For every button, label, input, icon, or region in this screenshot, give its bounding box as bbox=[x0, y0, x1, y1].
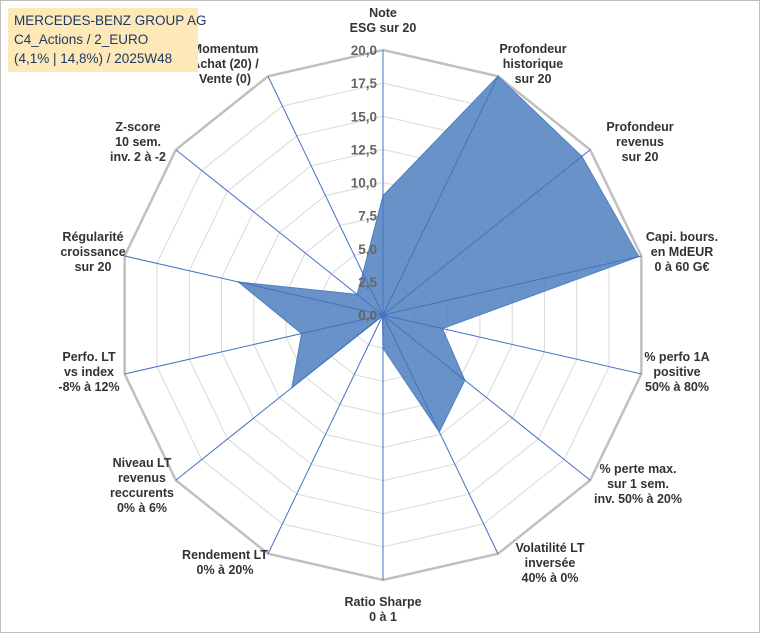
axis-label: Profondeur revenus sur 20 bbox=[606, 120, 673, 164]
axis-label: Ratio Sharpe 0 à 1 bbox=[344, 595, 421, 624]
tick-label: 15,0 bbox=[351, 109, 377, 124]
axis-label: % perfo 1A positive 50% à 80% bbox=[644, 350, 709, 394]
radial-tick-labels: 0,0 2,5 5,0 7,5 10,0 12,5 15,0 17,5 20,0 bbox=[351, 43, 378, 323]
axis-spoke bbox=[267, 314, 384, 554]
axis-label: Régularité croissance sur 20 bbox=[60, 230, 125, 274]
tick-label: 20,0 bbox=[351, 43, 377, 58]
axis-label: Rendement LT 0% à 20% bbox=[182, 548, 268, 577]
tick-label: 5,0 bbox=[358, 242, 377, 257]
axis-label: Note ESG sur 20 bbox=[350, 6, 417, 35]
tick-label: 10,0 bbox=[351, 176, 377, 191]
axis-spoke bbox=[267, 76, 384, 316]
axis-spoke bbox=[382, 314, 499, 554]
axis-spoke bbox=[124, 314, 384, 375]
chart-subtitle-category: C4_Actions / 2_EURO bbox=[14, 32, 149, 47]
chart-subtitle-stats: (4,1% | 14,8%) / 2025W48 bbox=[14, 51, 173, 66]
chart-title: MERCEDES-BENZ GROUP AG bbox=[14, 13, 207, 28]
series-area bbox=[236, 75, 640, 433]
axis-spoke bbox=[382, 255, 642, 316]
axis-label: Niveau LT revenus reccurents 0% à 6% bbox=[110, 456, 174, 515]
axis-spoke bbox=[382, 314, 591, 481]
tick-label: 2,5 bbox=[358, 275, 377, 290]
axis-label: Z-score 10 sem. inv. 2 à -2 bbox=[110, 120, 166, 164]
axis-label: Perfo. LT vs index -8% à 12% bbox=[58, 350, 119, 394]
axis-spoke bbox=[124, 255, 384, 316]
axis-spoke bbox=[382, 314, 642, 375]
axis-spoke bbox=[175, 149, 384, 316]
axis-spoke bbox=[175, 314, 384, 481]
axis-spoke bbox=[382, 149, 591, 316]
axis-label: Profondeur historique sur 20 bbox=[499, 42, 566, 86]
axis-labels: Note ESG sur 20 Profondeur historique sur 20… bbox=[58, 6, 718, 624]
tick-label: 0,0 bbox=[358, 308, 377, 323]
axis-label: Volatilité LT inversée 40% à 0% bbox=[516, 541, 585, 585]
radar-spokes bbox=[124, 50, 642, 580]
axis-label: Capi. bours. en MdEUR 0 à 60 G€ bbox=[646, 230, 718, 274]
axis-spoke bbox=[382, 76, 499, 316]
chart-title-box: MERCEDES-BENZ GROUP AG C4_Actions / 2_EU… bbox=[8, 8, 207, 72]
axis-label: Momentum Achat (20) / Vente (0) bbox=[191, 42, 259, 86]
tick-label: 7,5 bbox=[358, 209, 377, 224]
axis-label: % perte max. sur 1 sem. inv. 50% à 20% bbox=[594, 462, 682, 506]
tick-label: 12,5 bbox=[351, 142, 378, 157]
tick-label: 17,5 bbox=[351, 76, 378, 91]
